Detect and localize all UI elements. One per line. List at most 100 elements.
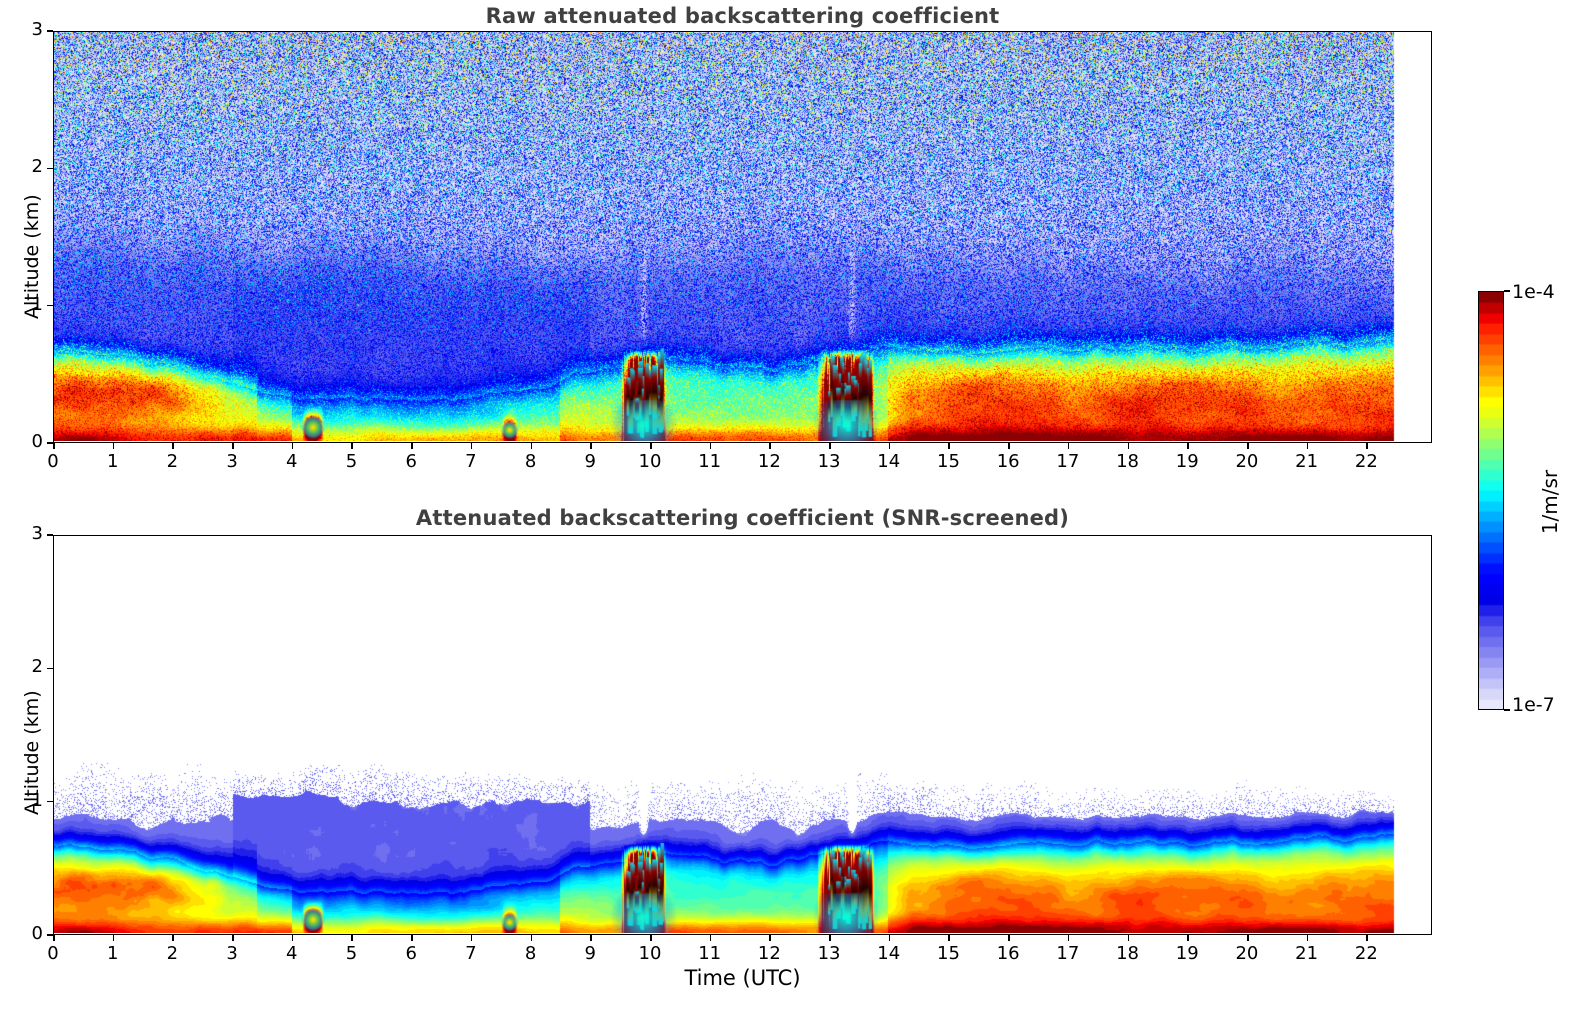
x-tick-label: 9: [584, 451, 596, 472]
y-tick: [47, 534, 53, 536]
x-tick: [291, 935, 294, 941]
x-tick-label: 4: [286, 451, 298, 472]
plot-area-screened: [53, 535, 1432, 935]
x-tick-label: 4: [286, 943, 298, 964]
y-tick-label: 1: [31, 293, 43, 315]
x-tick-label: 11: [698, 943, 722, 964]
panel-title-raw: Raw attenuated backscattering coefficien…: [485, 4, 1000, 28]
x-tick: [232, 935, 234, 941]
x-tick-label: 13: [817, 943, 841, 964]
x-tick: [112, 443, 115, 449]
colorbar: [1478, 291, 1504, 710]
x-tick-label: 5: [345, 451, 358, 472]
x-tick-label: 1: [106, 451, 119, 472]
x-tick-label: 2: [166, 451, 179, 472]
x-tick-label: 19: [1175, 943, 1199, 964]
x-tick: [649, 443, 652, 449]
y-tick: [47, 304, 53, 307]
x-tick: [1187, 443, 1189, 449]
x-tick: [709, 935, 712, 941]
y-tick: [47, 167, 53, 170]
x-tick-label: 20: [1235, 451, 1259, 472]
x-tick: [351, 935, 354, 941]
x-tick-label: 18: [1116, 451, 1139, 472]
x-tick: [351, 443, 354, 449]
y-tick-label: 2: [31, 656, 43, 678]
x-tick: [888, 443, 891, 449]
x-tick-label: 5: [345, 943, 358, 964]
plot-area-raw: [53, 31, 1432, 443]
x-tick-label: 9: [584, 943, 596, 964]
x-tick-label: 14: [877, 451, 901, 472]
y-tick-label: 3: [31, 19, 43, 40]
x-tick-label: 16: [996, 943, 1020, 964]
x-tick-label: 20: [1235, 943, 1259, 964]
x-tick: [829, 935, 831, 941]
x-tick: [112, 935, 115, 941]
y-tick: [47, 800, 53, 803]
x-tick: [769, 443, 771, 449]
x-tick-label: 15: [937, 451, 960, 472]
x-tick-label: 7: [465, 451, 477, 472]
x-tick: [530, 935, 533, 941]
x-tick-label: 21: [1295, 943, 1319, 964]
x-tick: [1067, 935, 1070, 941]
panel-title-screened: Attenuated backscattering coefficient (S…: [415, 506, 1070, 530]
x-tick: [1187, 935, 1189, 941]
x-tick: [1008, 935, 1010, 941]
x-tick-label: 12: [757, 451, 781, 472]
x-tick: [470, 935, 473, 941]
x-tick-label: 22: [1354, 451, 1378, 472]
x-tick-label: 12: [757, 943, 781, 964]
x-tick-label: 1: [106, 943, 119, 964]
x-tick: [1306, 443, 1309, 449]
x-tick-label: 17: [1056, 943, 1080, 964]
x-tick: [172, 443, 174, 449]
colorbar-unit-label: 1/m/sr: [1538, 469, 1562, 535]
x-tick-label: 10: [638, 943, 662, 964]
x-tick-label: 10: [638, 451, 662, 472]
y-tick-label: 0: [31, 431, 43, 452]
x-tick-label: 17: [1056, 451, 1080, 472]
x-tick-label: 3: [226, 943, 238, 964]
x-tick-label: 16: [996, 451, 1020, 472]
x-tick: [53, 935, 55, 941]
x-tick: [1366, 443, 1368, 449]
x-tick-label: 21: [1295, 451, 1319, 472]
colorbar-min-label: 1e-7: [1512, 694, 1555, 716]
x-tick: [530, 443, 533, 449]
x-tick-label: 13: [817, 451, 841, 472]
x-tick: [888, 935, 891, 941]
y-tick-label: 3: [31, 523, 43, 544]
y-tick-label: 1: [31, 789, 43, 811]
x-tick-label: 14: [877, 943, 901, 964]
x-tick: [590, 443, 592, 449]
x-tick: [1127, 443, 1130, 449]
x-tick: [1008, 443, 1010, 449]
x-tick-label: 6: [405, 451, 417, 472]
y-tick: [47, 442, 53, 444]
x-tick: [829, 443, 831, 449]
x-tick: [709, 443, 712, 449]
x-tick-label: 0: [47, 451, 59, 472]
x-tick: [470, 443, 473, 449]
x-tick-label: 0: [47, 943, 59, 964]
x-tick: [53, 443, 55, 449]
x-tick: [948, 443, 951, 449]
colorbar-max-label: 1e-4: [1512, 281, 1555, 303]
x-tick-label: 8: [524, 943, 537, 964]
heatmap-raw: [54, 32, 1430, 441]
x-tick: [1306, 935, 1309, 941]
x-tick: [1067, 443, 1070, 449]
x-tick: [1246, 935, 1249, 941]
x-tick-label: 11: [698, 451, 722, 472]
y-tick: [47, 667, 53, 670]
colorbar-gradient: [1479, 292, 1503, 709]
x-tick-label: 19: [1175, 451, 1199, 472]
x-tick: [172, 935, 174, 941]
heatmap-screened: [54, 536, 1430, 933]
x-tick: [649, 935, 652, 941]
x-tick-label: 7: [465, 943, 477, 964]
x-tick: [948, 935, 951, 941]
x-tick-label: 18: [1116, 943, 1139, 964]
